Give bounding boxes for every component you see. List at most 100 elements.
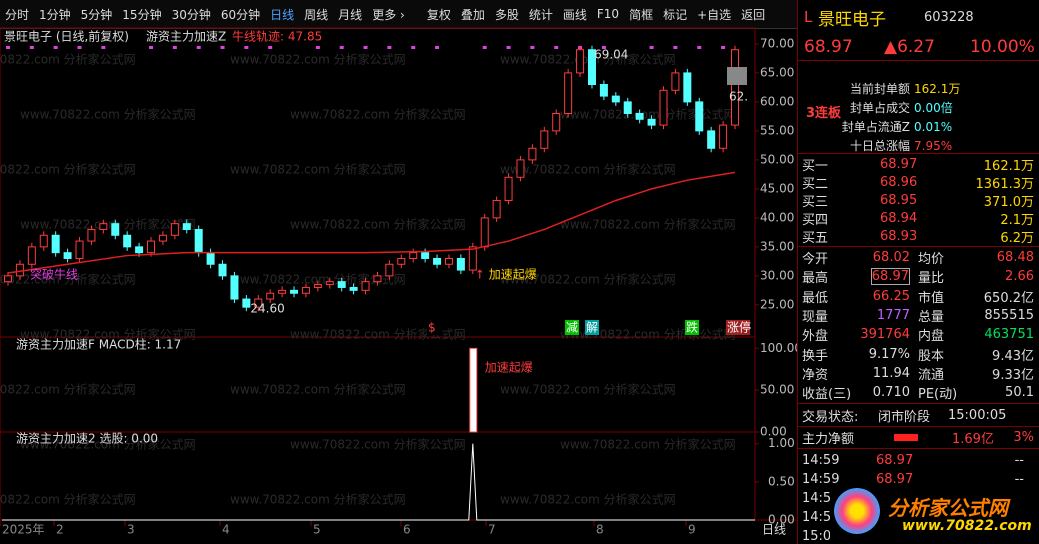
tick-field: 14:59 bbox=[802, 472, 840, 487]
toolbar-button[interactable]: 日线 bbox=[270, 7, 295, 22]
toolbar-button[interactable]: 返回 bbox=[741, 7, 766, 22]
panel-row: 现量 1777 总量 855515 bbox=[798, 306, 1039, 325]
signal-dot bbox=[339, 46, 344, 49]
watermark: www.70822.com 分析家公式网 bbox=[290, 217, 466, 232]
toolbar-button[interactable]: 复权 bbox=[426, 7, 451, 22]
y-tick-label: 40.00 bbox=[760, 210, 794, 224]
toolbar-button[interactable]: 画线 bbox=[562, 7, 587, 22]
toolbar-button[interactable]: 更多 › bbox=[372, 7, 405, 22]
tick-field: 68.97 bbox=[876, 472, 914, 487]
x-tick-label: 4 bbox=[222, 523, 230, 537]
toolbar-button[interactable]: 30分钟 bbox=[171, 7, 211, 22]
book-volume: 1361.3万 bbox=[975, 177, 1035, 192]
pct: 10.00% bbox=[970, 37, 1035, 57]
candle bbox=[63, 252, 72, 259]
toolbar-button[interactable]: 统计 bbox=[528, 7, 553, 22]
watermark: www.70822.com 分析家公式网 bbox=[560, 437, 736, 452]
book-volume: 6.2万 bbox=[1000, 231, 1034, 246]
stat-value: 1777 bbox=[876, 307, 910, 323]
stat-label: 总量 bbox=[918, 309, 945, 325]
watermark: www.70822.com 分析家公式网 bbox=[500, 272, 676, 287]
watermark: www.70822.com 分析家公式网 bbox=[20, 107, 196, 122]
toolbar-button[interactable]: 标记 bbox=[663, 7, 688, 22]
toolbar-button[interactable]: 5分钟 bbox=[80, 7, 113, 22]
watermark: www.70822.com 分析家公式网 bbox=[0, 382, 136, 397]
y-tick-label: 60.00 bbox=[760, 94, 794, 108]
candle bbox=[99, 223, 108, 230]
watermark: www.70822.com 分析家公式网 bbox=[20, 437, 196, 452]
watermark: www.70822.com 分析家公式网 bbox=[230, 52, 406, 67]
stat-label: 最低 bbox=[802, 290, 829, 306]
watermark: www.70822.com 分析家公式网 bbox=[20, 217, 196, 232]
candle bbox=[480, 217, 489, 248]
y-tick-label: 100.00 bbox=[760, 341, 797, 355]
stat-value: 66.25 bbox=[872, 288, 910, 304]
toolbar-button[interactable]: F10 bbox=[596, 7, 620, 21]
stat-label: 最高 bbox=[802, 271, 829, 287]
candle bbox=[301, 286, 310, 294]
stat-label: 均价 bbox=[918, 252, 945, 267]
pick-line bbox=[2, 443, 755, 521]
line-label: 牛线轨迹: 47.85 bbox=[232, 29, 322, 44]
candle bbox=[635, 112, 644, 120]
panel-title: 游资主力加速F MACD柱: 1.17 bbox=[16, 337, 181, 352]
stat-label: 收益(三) bbox=[802, 387, 852, 403]
toolbar-button[interactable]: 15分钟 bbox=[122, 7, 162, 22]
candle bbox=[51, 234, 60, 254]
book-label: 买一 bbox=[802, 159, 829, 174]
candle bbox=[695, 101, 704, 132]
marker: 涨停 bbox=[727, 320, 751, 335]
stat-label: 量比 bbox=[918, 271, 945, 287]
toolbar-button[interactable]: 月线 bbox=[338, 7, 363, 22]
flow-label: 主力净额 bbox=[802, 432, 855, 447]
stat-label: 流通 bbox=[918, 367, 945, 383]
book-volume: 162.1万 bbox=[983, 159, 1034, 174]
high-label: 69.04 bbox=[594, 48, 628, 62]
toolbar-button[interactable]: 分时 bbox=[5, 7, 30, 22]
prefix: L bbox=[804, 8, 813, 26]
signal-dot bbox=[411, 46, 416, 49]
panel-row: 买四 68.94 2.1万 bbox=[798, 209, 1039, 228]
toolbar-button[interactable]: +自选 bbox=[697, 7, 732, 22]
candle bbox=[361, 281, 370, 291]
toolbar-button[interactable]: 1分钟 bbox=[39, 7, 71, 22]
stat-value: 9.43亿 bbox=[992, 348, 1034, 364]
candle bbox=[349, 286, 358, 291]
book-volume: 2.1万 bbox=[1000, 213, 1034, 228]
panel-row: 外盘 391764 内盘 463751 bbox=[798, 325, 1039, 344]
signal-dot bbox=[506, 46, 511, 49]
stat-label: 市值 bbox=[918, 290, 945, 306]
panel-row: 今开 68.02 均价 68.48 bbox=[798, 248, 1039, 267]
candle bbox=[385, 263, 394, 277]
book-price: 68.93 bbox=[880, 229, 918, 244]
toolbar-button[interactable]: 简框 bbox=[629, 7, 654, 22]
panel-row: L 景旺电子 603228 bbox=[798, 6, 1039, 30]
logo-flower bbox=[834, 488, 880, 534]
divider bbox=[798, 448, 1039, 449]
quote-panel: L 景旺电子 603228 68.97 ▲6.27 10.00% 当前封单额 162.1万 封单… bbox=[797, 0, 1039, 544]
signal-dot bbox=[172, 46, 177, 49]
panel-row: 14:59 68.97 -- bbox=[798, 470, 1039, 489]
toolbar: 分时 1分钟 5分钟 15分钟 30分钟 60分钟 日线 周线 月线 更多 › 复权 叠加 多股 统计 画线… bbox=[0, 0, 797, 29]
x-tick-label: 7 bbox=[488, 523, 496, 537]
cross-label: 突破牛线 bbox=[30, 267, 78, 282]
panel-row: 换手 9.17% 股本 9.43亿 bbox=[798, 345, 1039, 364]
watermark: www.70822.com 分析家公式网 bbox=[290, 327, 466, 342]
candle bbox=[290, 289, 299, 294]
toolbar-button[interactable]: 多股 bbox=[494, 7, 519, 22]
candle bbox=[409, 252, 418, 259]
candle bbox=[147, 240, 156, 254]
logo-url: www.70822.com bbox=[902, 518, 1032, 534]
panel-row: 最高 68.97 量比 2.66 bbox=[798, 267, 1039, 286]
candle bbox=[444, 257, 453, 265]
toolbar-button[interactable]: 60分钟 bbox=[220, 7, 261, 22]
book-price: 68.97 bbox=[880, 157, 918, 172]
candle bbox=[492, 199, 501, 219]
stat-value: 0.710 bbox=[872, 385, 910, 401]
signal-label: 加速起爆 bbox=[489, 268, 537, 282]
candle bbox=[599, 84, 608, 97]
signal-dot bbox=[530, 46, 535, 49]
toolbar-button[interactable]: 叠加 bbox=[460, 7, 485, 22]
watermark: www.70822.com 分析家公式网 bbox=[290, 437, 466, 452]
toolbar-button[interactable]: 周线 bbox=[304, 7, 329, 22]
